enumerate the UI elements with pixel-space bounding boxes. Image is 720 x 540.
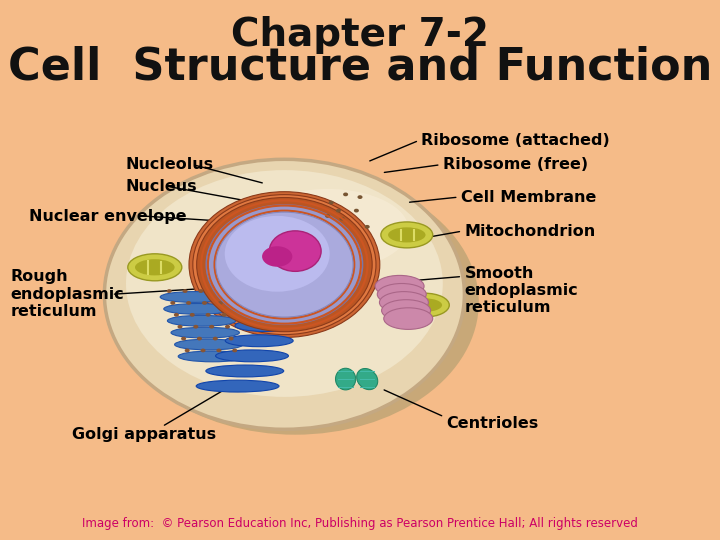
- Ellipse shape: [179, 351, 246, 362]
- Ellipse shape: [166, 289, 172, 293]
- Ellipse shape: [171, 327, 239, 338]
- Ellipse shape: [408, 298, 442, 312]
- Ellipse shape: [104, 159, 464, 429]
- Ellipse shape: [197, 198, 372, 332]
- Ellipse shape: [181, 337, 186, 341]
- Text: Cell Membrane: Cell Membrane: [461, 190, 596, 205]
- Ellipse shape: [126, 170, 443, 397]
- Ellipse shape: [196, 380, 279, 392]
- Ellipse shape: [167, 315, 235, 326]
- Ellipse shape: [229, 337, 233, 341]
- Ellipse shape: [202, 301, 207, 305]
- Text: Chapter 7-2: Chapter 7-2: [231, 16, 489, 54]
- Ellipse shape: [232, 349, 238, 352]
- Text: Rough
endoplasmic
reticulum: Rough endoplasmic reticulum: [11, 269, 125, 319]
- Ellipse shape: [174, 339, 243, 350]
- Ellipse shape: [189, 313, 194, 316]
- Ellipse shape: [325, 214, 330, 218]
- Text: Ribosome (attached): Ribosome (attached): [421, 133, 610, 148]
- Ellipse shape: [245, 305, 302, 316]
- Ellipse shape: [160, 292, 228, 302]
- Ellipse shape: [377, 284, 426, 305]
- Text: Nucleolus: Nucleolus: [126, 157, 214, 172]
- Text: Golgi apparatus: Golgi apparatus: [72, 427, 216, 442]
- Ellipse shape: [163, 303, 232, 314]
- Ellipse shape: [215, 350, 289, 362]
- Ellipse shape: [400, 293, 449, 317]
- Ellipse shape: [235, 320, 298, 332]
- Ellipse shape: [186, 301, 191, 305]
- Ellipse shape: [170, 301, 176, 305]
- Ellipse shape: [343, 192, 348, 196]
- Text: Mitochondrion: Mitochondrion: [464, 224, 595, 239]
- Ellipse shape: [193, 194, 376, 335]
- Ellipse shape: [336, 209, 341, 212]
- Ellipse shape: [174, 313, 179, 316]
- Ellipse shape: [221, 313, 226, 316]
- Ellipse shape: [388, 227, 426, 242]
- Ellipse shape: [184, 349, 190, 352]
- Ellipse shape: [336, 368, 356, 390]
- Ellipse shape: [177, 325, 183, 328]
- Ellipse shape: [328, 201, 333, 204]
- Ellipse shape: [128, 254, 181, 281]
- Text: Centrioles: Centrioles: [446, 416, 539, 431]
- Ellipse shape: [205, 313, 210, 316]
- Text: Nuclear envelope: Nuclear envelope: [29, 208, 186, 224]
- Ellipse shape: [217, 301, 223, 305]
- Ellipse shape: [356, 368, 378, 390]
- Ellipse shape: [381, 222, 433, 248]
- Ellipse shape: [198, 289, 203, 293]
- Ellipse shape: [375, 275, 424, 297]
- Ellipse shape: [206, 365, 284, 377]
- Ellipse shape: [216, 349, 222, 352]
- Ellipse shape: [379, 292, 428, 313]
- Ellipse shape: [354, 209, 359, 212]
- Ellipse shape: [358, 195, 362, 199]
- Ellipse shape: [206, 205, 363, 325]
- Ellipse shape: [112, 170, 479, 435]
- Text: Image from:  © Pearson Education Inc, Publishing as Pearson Prentice Hall; All r: Image from: © Pearson Education Inc, Pub…: [82, 517, 638, 530]
- Ellipse shape: [135, 259, 175, 275]
- Ellipse shape: [365, 225, 370, 229]
- Ellipse shape: [213, 337, 218, 341]
- Ellipse shape: [246, 189, 409, 270]
- Ellipse shape: [189, 192, 380, 338]
- Ellipse shape: [193, 325, 198, 328]
- Ellipse shape: [209, 325, 215, 328]
- Ellipse shape: [197, 337, 202, 341]
- Ellipse shape: [225, 325, 230, 328]
- Text: Cell  Structure and Function: Cell Structure and Function: [8, 46, 712, 89]
- Ellipse shape: [269, 231, 321, 271]
- Ellipse shape: [182, 289, 187, 293]
- Ellipse shape: [214, 289, 219, 293]
- Ellipse shape: [384, 308, 433, 329]
- Ellipse shape: [340, 217, 344, 220]
- Text: Nucleus: Nucleus: [126, 179, 197, 194]
- Ellipse shape: [225, 216, 330, 292]
- Ellipse shape: [225, 335, 293, 347]
- Ellipse shape: [382, 300, 431, 321]
- Ellipse shape: [200, 349, 206, 352]
- Ellipse shape: [216, 212, 353, 317]
- Text: Ribosome (free): Ribosome (free): [443, 157, 588, 172]
- Text: Smooth
endoplasmic
reticulum: Smooth endoplasmic reticulum: [464, 266, 578, 315]
- Ellipse shape: [262, 246, 292, 267]
